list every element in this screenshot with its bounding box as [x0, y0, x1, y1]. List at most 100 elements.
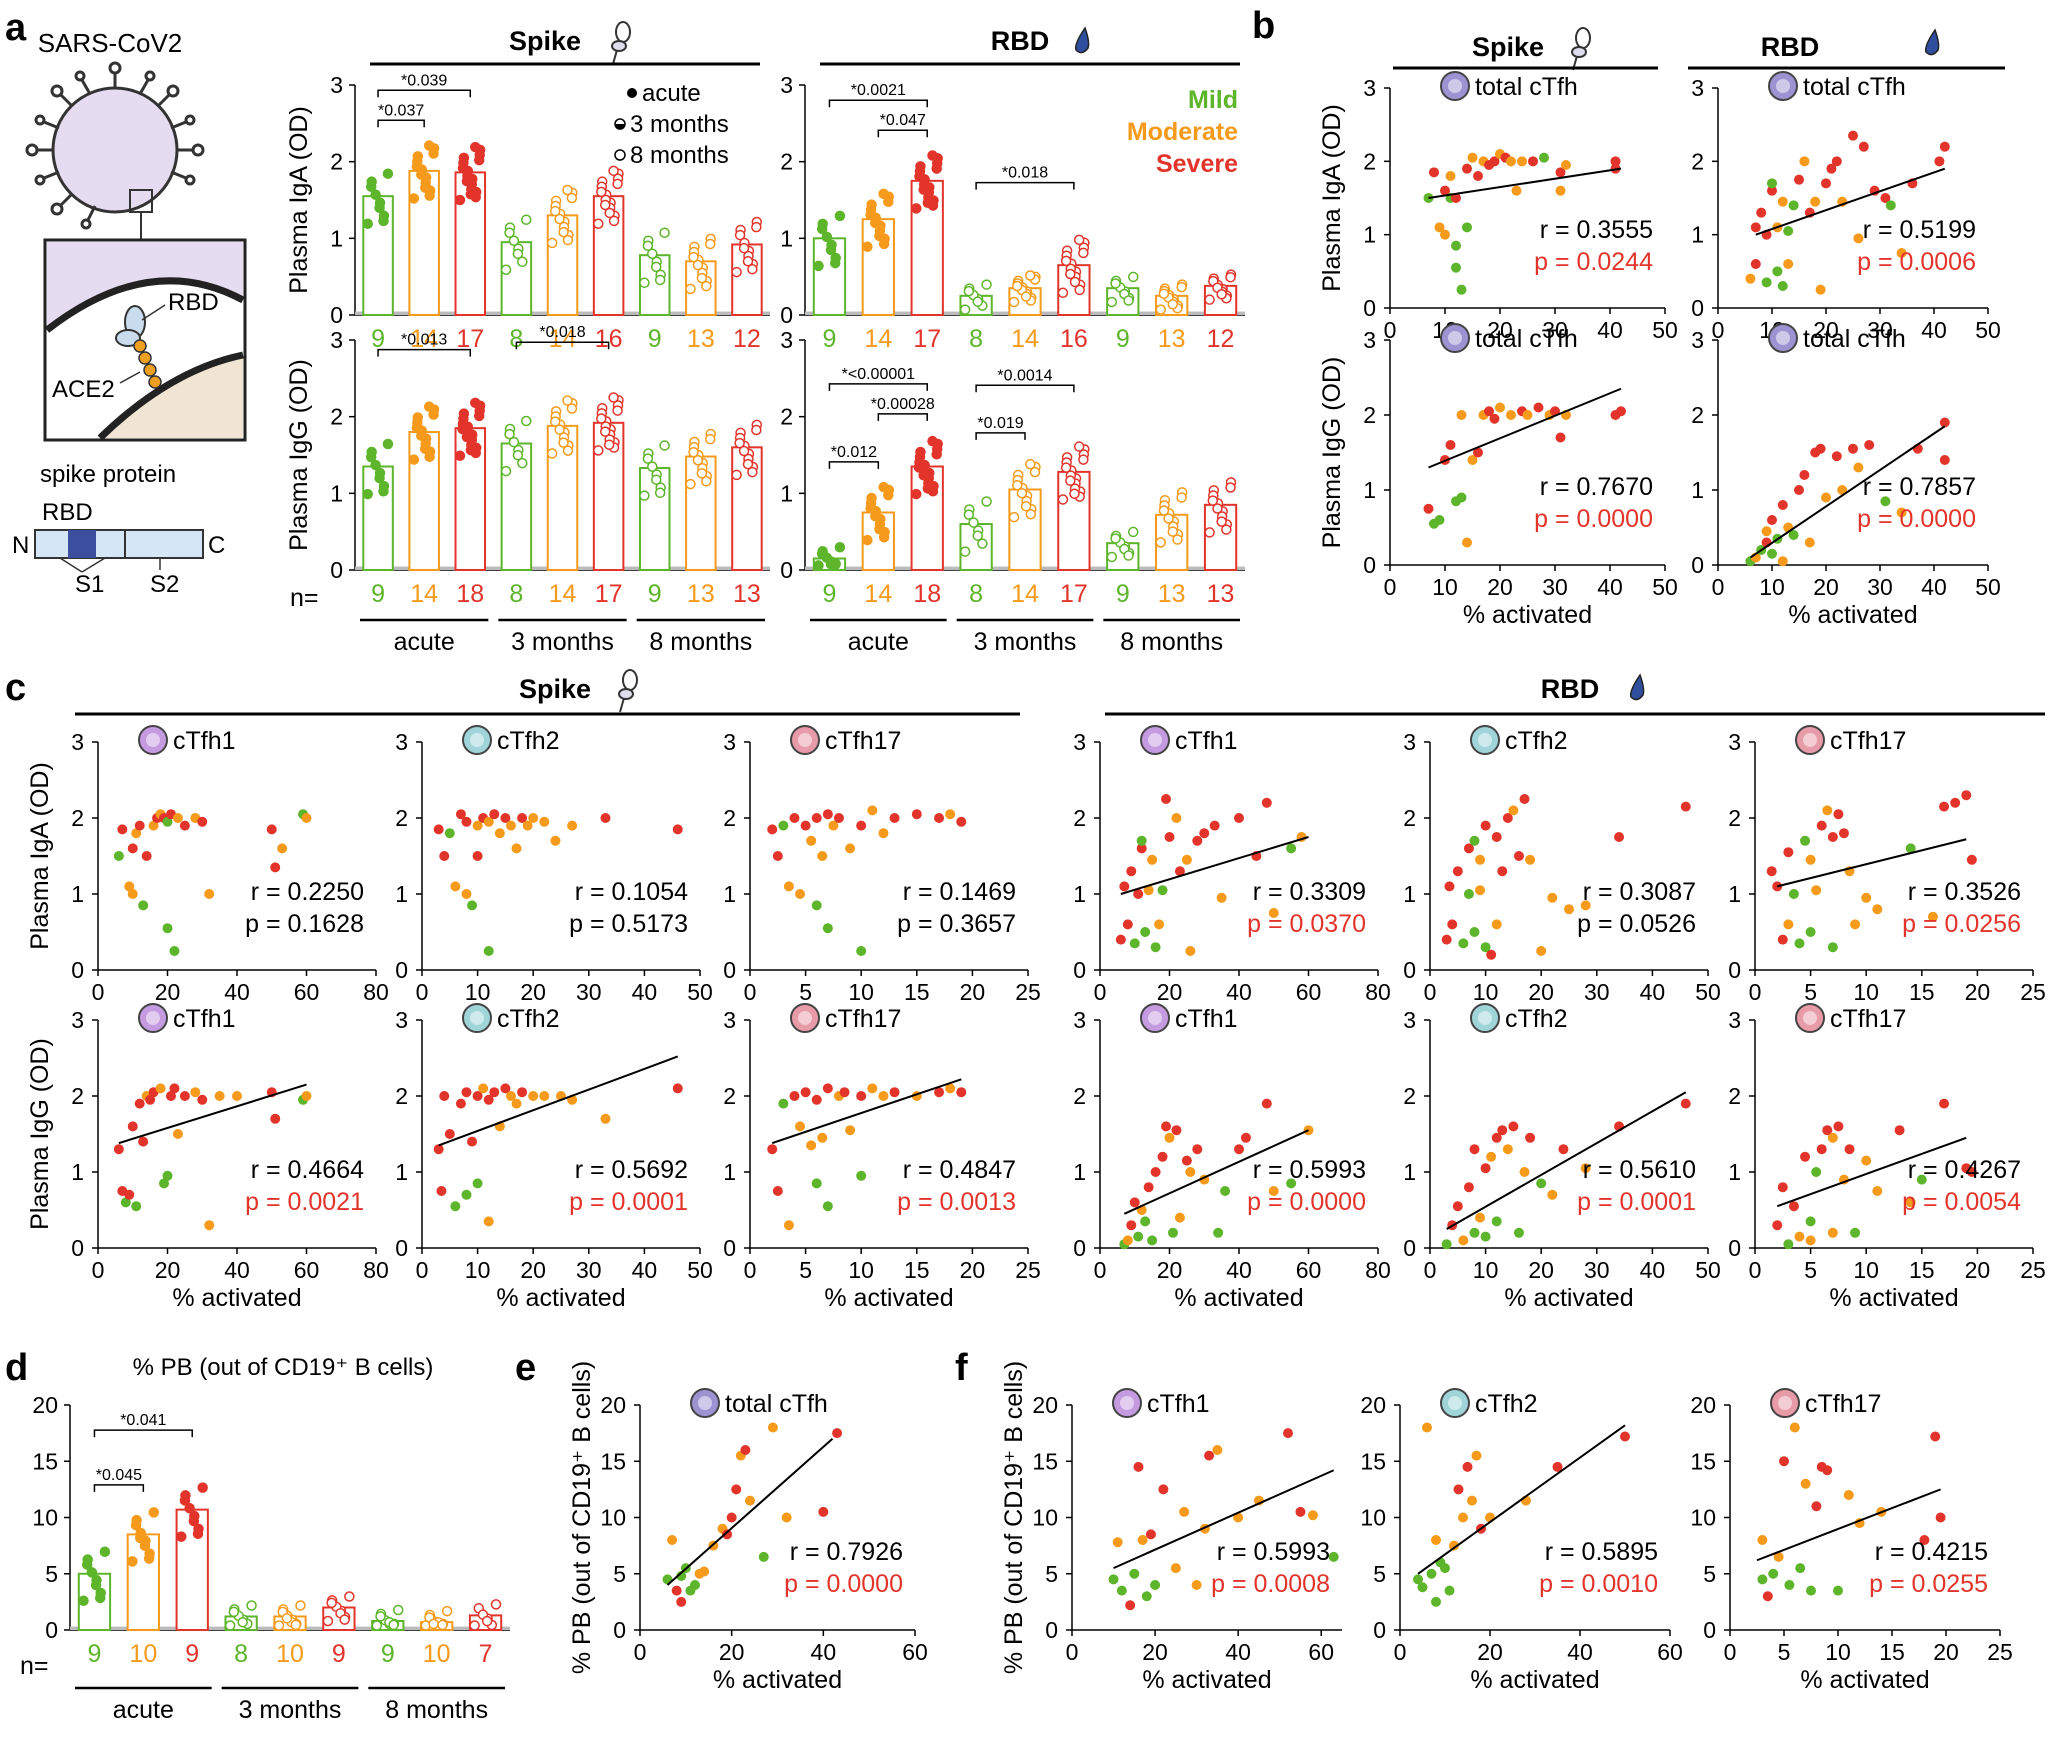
n-count: 13 [1207, 580, 1235, 608]
y-tick-label: 1 [1403, 881, 1416, 907]
data-point [511, 1098, 522, 1109]
x-tick-label: 80 [363, 979, 389, 1005]
data-point [1163, 513, 1174, 524]
data-point [1872, 1186, 1883, 1196]
data-point [1508, 1121, 1519, 1132]
data-point [1467, 455, 1478, 465]
data-point [867, 805, 878, 816]
y-tick-label: 2 [71, 805, 84, 831]
data-point [1480, 942, 1491, 953]
data-point [1536, 946, 1547, 956]
y-tick-label: 1 [723, 881, 736, 907]
data-point [1444, 881, 1455, 892]
p-value: p = 0.0000 [1857, 505, 1976, 533]
data-point [911, 809, 922, 820]
data-point [290, 1619, 302, 1631]
data-point [878, 532, 890, 543]
data-point [1286, 843, 1297, 854]
cell-icon-nucleus [1478, 1011, 1492, 1025]
data-point [778, 820, 789, 831]
data-point [1833, 1585, 1843, 1596]
data-point [424, 190, 435, 201]
data-point [483, 1216, 494, 1227]
data-point [701, 476, 712, 487]
data-point [1756, 207, 1767, 218]
y-tick-label: 2 [71, 1083, 84, 1109]
cell-title: total cTfh [1803, 325, 1906, 353]
data-point [1057, 287, 1069, 299]
header-text: Spike [1472, 32, 1544, 62]
x-tick-label: 20 [1933, 1639, 1959, 1665]
data-point [1458, 1512, 1468, 1523]
n-count: 9 [371, 580, 385, 608]
data-point [1261, 1098, 1272, 1109]
data-point [1519, 794, 1530, 804]
data-point [374, 202, 385, 214]
data-point [1930, 1431, 1941, 1442]
data-point [472, 1091, 483, 1101]
data-point [1757, 1574, 1768, 1585]
data-point [1794, 174, 1804, 185]
virus-icon [25, 61, 205, 240]
x-tick-label: 25 [2020, 1257, 2046, 1283]
data-point [1773, 1551, 1784, 1562]
data-point [478, 1083, 489, 1094]
x-tick-label: 10 [1432, 574, 1458, 600]
y-tick-label: 2 [330, 404, 343, 430]
data-point [461, 431, 473, 443]
y-tick-label: 0 [330, 557, 343, 583]
data-point [811, 900, 822, 911]
data-point [822, 809, 833, 820]
data-point [450, 1201, 461, 1212]
cell-title: cTfh1 [1175, 1005, 1238, 1033]
data-point [1456, 410, 1467, 420]
data-point [642, 240, 654, 252]
data-point [701, 280, 712, 292]
data-point [1157, 885, 1168, 896]
data-point [1806, 1585, 1816, 1596]
cell-icon-nucleus [1776, 79, 1790, 93]
y-tick-label: 3 [395, 729, 408, 755]
y-tick-label: 3 [1363, 75, 1376, 101]
x-tick-label: 20 [1813, 317, 1839, 343]
data-point [745, 1495, 755, 1506]
cell-title: cTfh2 [1505, 1005, 1568, 1033]
data-point [1451, 240, 1461, 251]
data-point [945, 1083, 956, 1094]
data-point [1462, 1461, 1473, 1472]
x-tick-label: 10 [1825, 1639, 1851, 1665]
data-point [1935, 1512, 1946, 1523]
data-point [1805, 1235, 1816, 1246]
data-point [546, 237, 558, 249]
data-point [856, 1170, 867, 1181]
data-point [1451, 193, 1461, 203]
y-axis-label: % PB (out of CD19⁺ B cells) [568, 1361, 596, 1674]
y-tick-label: 15 [32, 1448, 58, 1474]
data-point [704, 433, 716, 445]
p-value: p = 0.0021 [245, 1188, 364, 1216]
data-point [867, 1083, 878, 1094]
p-value: p = 0.3657 [897, 910, 1016, 938]
data-point [1057, 494, 1069, 505]
data-point [117, 824, 128, 835]
x-tick-label: 60 [294, 979, 320, 1005]
y-tick-label: 20 [600, 1392, 626, 1418]
data-point [1065, 475, 1076, 486]
data-point [704, 238, 716, 250]
data-point [1894, 1125, 1905, 1136]
data-point [922, 197, 934, 208]
data-point [1761, 526, 1772, 537]
scatter-plot-c-rbd-iga-tfh17: 0 1 2 3 0 5 10 15 20 25 cTfh17 r = 0.3526 p = 0.0256 [1728, 725, 2046, 1005]
data-point [457, 162, 469, 174]
data-point [127, 843, 138, 854]
data-point [1966, 1167, 1977, 1177]
data-point [1216, 289, 1227, 300]
data-point [470, 397, 481, 409]
data-point [1745, 273, 1756, 284]
data-point [1491, 1216, 1502, 1227]
data-point [362, 218, 373, 230]
x-tick-label: 0 [1394, 1639, 1407, 1665]
